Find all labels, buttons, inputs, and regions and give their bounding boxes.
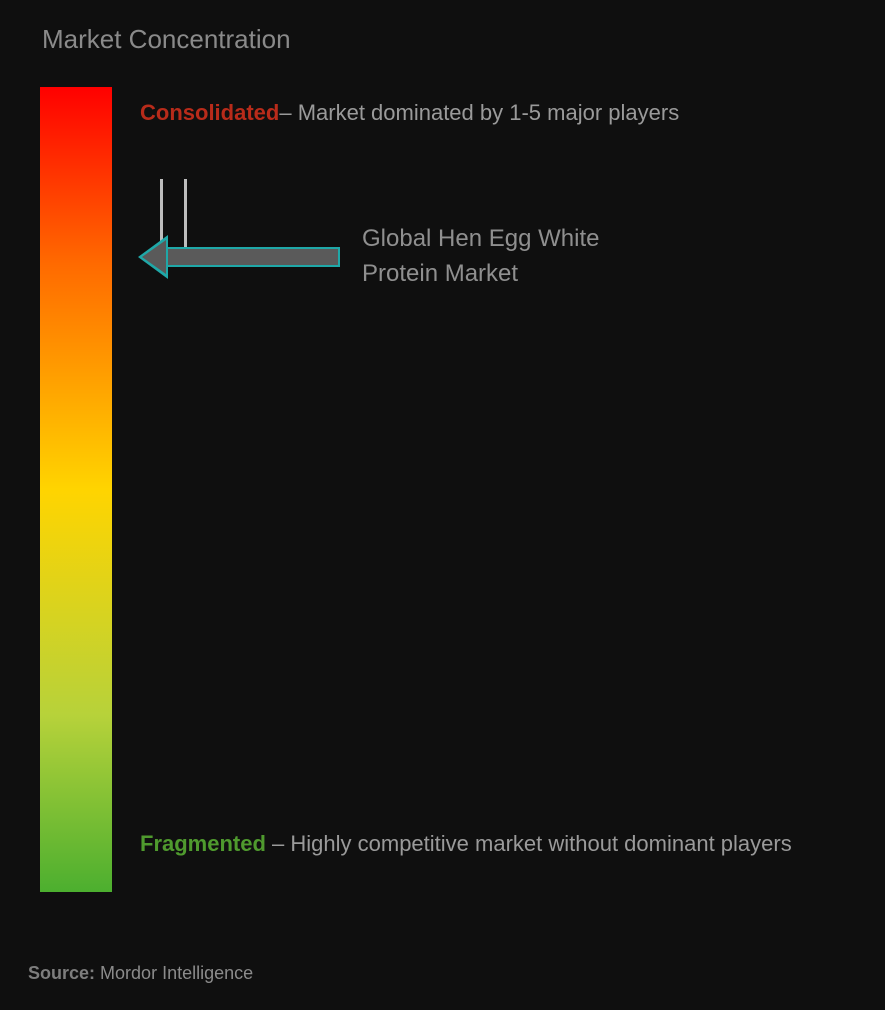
market-position-pointer: Global Hen Egg White Protein Market xyxy=(140,222,682,292)
consolidated-keyword: Consolidated xyxy=(140,100,279,125)
chart-container: Market Concentration Consolidated– Marke… xyxy=(0,0,885,1010)
annotations-column: Consolidated– Market dominated by 1-5 ma… xyxy=(140,87,845,912)
concentration-gradient-bar xyxy=(40,87,112,892)
chart-body: Consolidated– Market dominated by 1-5 ma… xyxy=(40,87,845,912)
arrow-icon xyxy=(140,235,340,279)
fragmented-text: – Highly competitive market without domi… xyxy=(266,831,792,856)
fragmented-keyword: Fragmented xyxy=(140,831,266,856)
source-attribution: Source: Mordor Intelligence xyxy=(28,963,253,984)
chart-title: Market Concentration xyxy=(42,24,845,55)
fragmented-description: Fragmented – Highly competitive market w… xyxy=(140,820,835,868)
consolidated-text: – Market dominated by 1-5 major players xyxy=(279,100,679,125)
pointer-label: Global Hen Egg White Protein Market xyxy=(362,222,682,292)
source-value: Mordor Intelligence xyxy=(100,963,253,983)
source-label: Source: xyxy=(28,963,95,983)
consolidated-description: Consolidated– Market dominated by 1-5 ma… xyxy=(140,89,835,137)
